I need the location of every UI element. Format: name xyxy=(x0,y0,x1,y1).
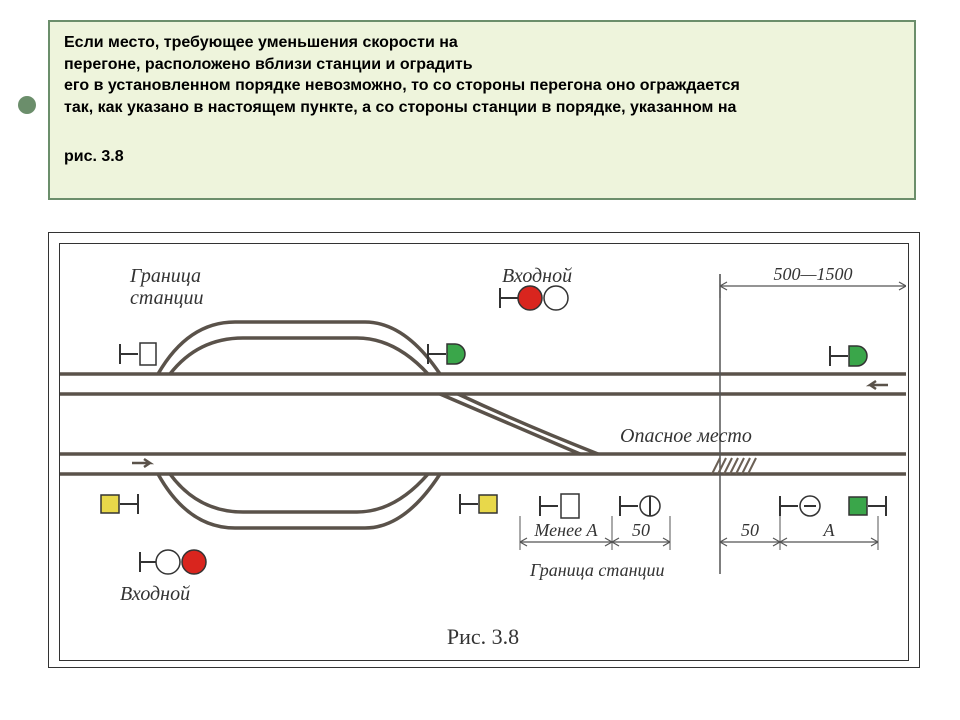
svg-text:50: 50 xyxy=(741,520,759,540)
diagram-frame: 500—1500 Менее А 50 50 А Границастанции Входно… xyxy=(48,232,920,668)
desc-line-1: Если место, требующее уменьшения скорост… xyxy=(64,32,900,54)
svg-text:500—1500: 500—1500 xyxy=(773,264,852,284)
svg-text:Опасное место: Опасное место xyxy=(620,425,752,447)
desc-line-3: его в установленном порядке невозможно, … xyxy=(64,75,900,97)
svg-text:Граница станции: Граница станции xyxy=(529,560,665,580)
desc-line-2: перегоне, расположено вблизи станции и о… xyxy=(64,54,900,76)
desc-line-4: так, как указано в настоящем пункте, а с… xyxy=(64,97,900,119)
railway-diagram: 500—1500 Менее А 50 50 А Границастанции Входно… xyxy=(60,244,906,658)
svg-text:станции: станции xyxy=(130,287,204,309)
svg-text:Граница: Граница xyxy=(129,265,201,287)
svg-text:Входной: Входной xyxy=(120,583,190,605)
diagram-inner: 500—1500 Менее А 50 50 А Границастанции Входно… xyxy=(59,243,909,661)
desc-ref: рис. 3.8 xyxy=(64,146,900,168)
slide-bullet xyxy=(18,96,36,114)
svg-text:А: А xyxy=(823,520,836,540)
svg-text:50: 50 xyxy=(632,520,650,540)
svg-text:Входной: Входной xyxy=(502,265,572,287)
description-box: Если место, требующее уменьшения скорост… xyxy=(48,20,916,200)
svg-text:Менее А: Менее А xyxy=(533,520,598,540)
svg-text:Рис. 3.8: Рис. 3.8 xyxy=(447,624,519,649)
